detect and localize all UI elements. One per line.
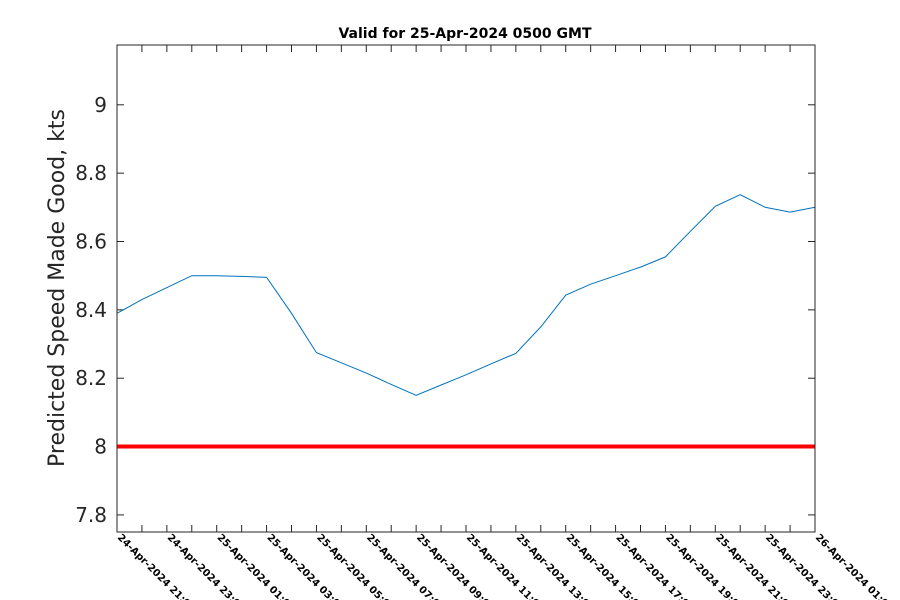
y-tick-label: 8.6 <box>75 230 107 254</box>
y-tick-label: 9 <box>94 93 107 117</box>
series-line <box>116 194 816 396</box>
chart-title: Valid for 25-Apr-2024 0500 GMT <box>338 26 591 42</box>
y-tick-label: 8.2 <box>75 366 107 390</box>
y-tick-label: 8.4 <box>75 298 107 322</box>
x-tick-label: 24-Apr-2024 21:00 <box>115 532 197 600</box>
y-tick-label: 8.8 <box>75 161 107 185</box>
y-tick-label: 8 <box>94 435 107 459</box>
plot-frame-border <box>116 44 816 533</box>
y-tick-label: 7.8 <box>75 503 107 527</box>
y-axis-label: Predicted Speed Made Good, kts <box>45 109 70 467</box>
plot-frame <box>116 44 816 533</box>
